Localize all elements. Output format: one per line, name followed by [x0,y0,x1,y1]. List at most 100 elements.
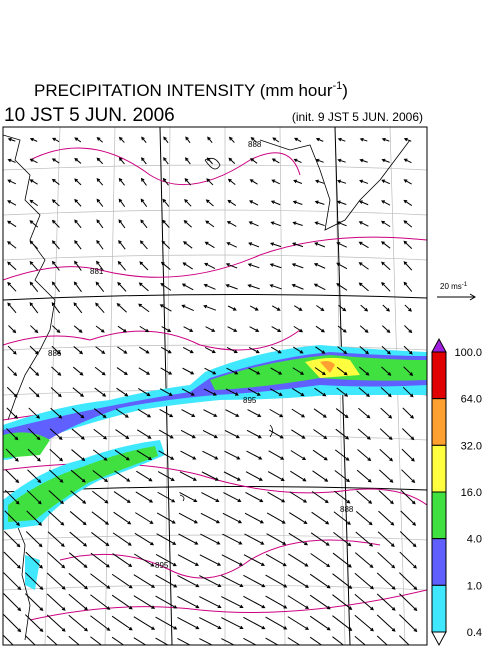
wind-arrow [310,532,330,546]
wind-arrow [227,178,236,186]
wind-arrow [134,553,155,567]
wind-arrow [7,261,17,271]
wind-arrow [5,469,20,484]
wind-arrow [381,137,390,142]
wind-arrow [111,615,133,631]
wind-arrow [114,449,130,461]
wind-arrow [267,471,285,482]
wind-arrow [272,137,280,143]
wind-arrow [115,429,130,440]
wind-arrow [358,366,370,376]
wind-arrow [116,367,128,376]
wind-arrow [379,448,394,462]
wind-arrow [359,158,368,163]
wind-arrow [50,387,62,398]
wind-arrow [96,157,104,165]
wind-arrow [160,283,172,291]
wind-arrow [7,158,16,163]
wind-arrow [7,345,17,355]
wind-arrow [357,428,371,440]
wind-arrow [336,262,348,270]
wind-arrow [309,615,331,631]
wind-arrow [140,198,148,207]
wind-arrow [51,260,60,271]
wind-arrow [162,219,170,228]
wind-arrow [48,510,65,526]
wind-arrow [291,283,304,290]
wind-arrow [203,409,218,417]
wind-arrow [336,200,347,205]
wind-arrow [184,198,192,207]
colorbar: 100.0 64.0 32.0 16.0 4.0 1.0 0.4 [431,337,482,647]
wind-arrow [185,157,191,165]
wind-arrow [49,428,63,441]
wind-arrow [223,492,242,502]
wind-arrow [291,408,306,418]
wind-arrow [204,347,216,354]
wind-arrow [293,325,304,333]
wind-arrow [93,428,108,440]
wind-arrow [222,533,243,545]
wind-arrow [3,614,22,633]
wind-arrow [51,219,60,228]
wind-vectors [3,136,418,645]
wind-arrow [91,511,109,525]
wind-arrow [94,366,106,376]
wind-arrow [95,281,105,292]
wind-arrow [140,219,148,229]
wind-arrow [315,158,324,163]
wind-arrow [403,240,413,249]
wind-arrow [399,614,418,633]
wind-arrow [71,428,85,440]
wind-arrow [293,158,302,164]
wind-arrow [269,284,282,290]
wind-arrow [118,239,126,250]
wind-arrow [401,448,415,462]
wind-arrow [313,283,326,291]
wind-arrow [313,429,328,440]
wind-arrow [310,553,331,568]
wind-arrow [27,428,41,441]
wind-arrow [243,574,266,588]
wind-arrow [315,346,326,354]
wind-arrow [133,574,156,588]
wind-arrow [402,407,414,419]
wind-arrow [158,450,175,460]
wind-arrow [381,366,392,376]
wind-arrow [314,200,325,205]
wind-arrow [74,198,82,207]
wind-arrow [267,491,286,503]
wind-arrow [155,595,178,609]
wind-arrow [249,305,259,311]
wind-arrow [334,470,351,483]
wind-arrow [113,491,131,504]
wind-arrow [226,347,238,354]
wind-arrow [376,635,388,645]
wind-arrow [74,260,82,271]
wind-arrow [178,512,198,524]
wind-arrow [334,449,350,461]
wind-arrow [117,346,128,354]
wind-arrow [243,554,265,566]
wind-arrow [7,200,17,206]
wind-arrow [199,575,222,588]
wind-arrow [268,429,284,439]
wind-arrow [404,325,413,334]
wind-arrow [181,409,196,417]
wind-arrow [90,573,111,589]
wind-arrow [96,219,104,229]
wind-arrow [177,574,200,588]
wind-arrow [270,221,281,227]
wind-arrow [163,136,169,144]
colorbar-label: 32.0 [461,440,482,452]
wind-arrow [138,282,149,292]
wind-arrow [156,512,176,524]
wind-arrow [315,325,325,333]
wind-arrow [157,471,175,481]
wind-arrow [68,552,88,568]
wind-arrow [378,490,394,505]
wind-arrow [271,305,281,311]
wind-arrow [3,531,21,548]
valid-time: 10 JST 5 JUN. 2006 [4,105,175,126]
